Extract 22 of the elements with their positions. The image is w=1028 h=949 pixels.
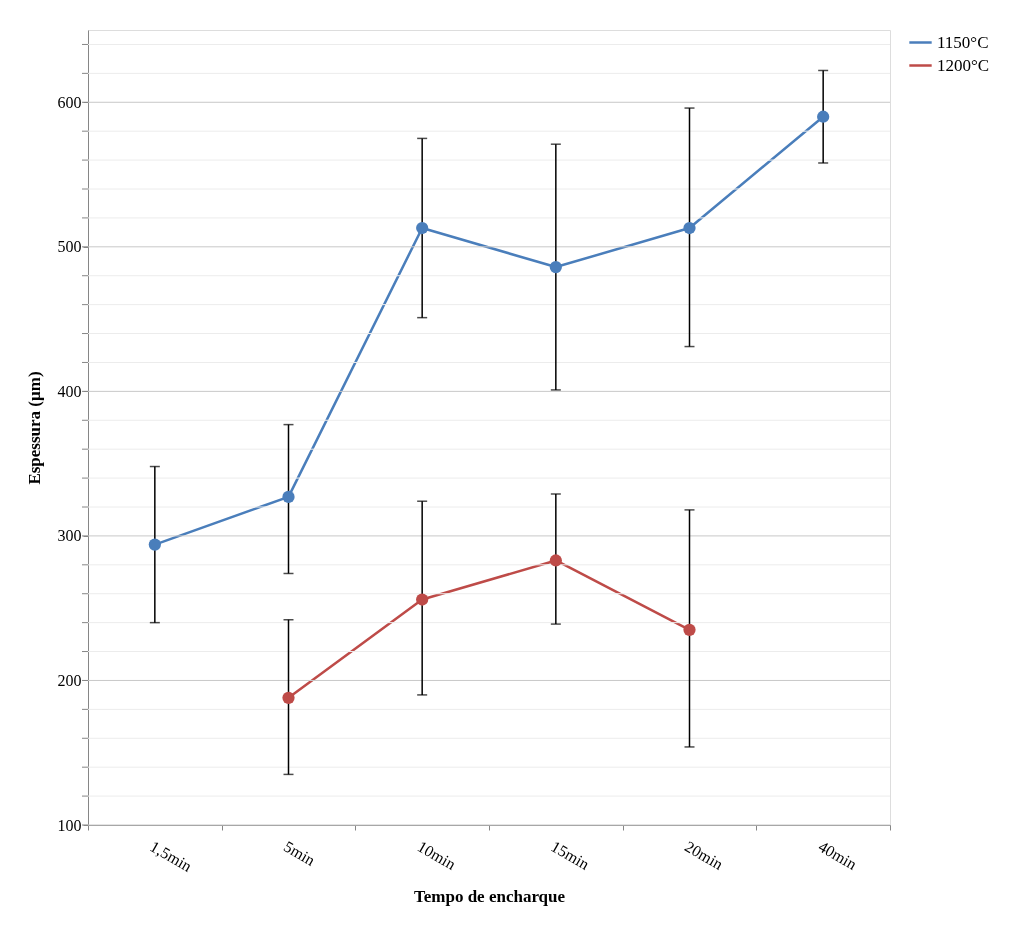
point [416,593,429,606]
x-tick-label: 40min [815,837,860,873]
point [683,623,696,636]
point [282,691,295,704]
y-tick-label: 200 [57,671,82,689]
y-tick-label: 300 [57,527,82,545]
y-tick-label: 600 [57,93,82,111]
point [817,110,830,123]
x-axis-title: Tempo de encharque [413,886,566,906]
legend-label: 1200°C [937,55,990,75]
y-axis-title: Espessura (µm) [24,371,44,485]
point [549,554,562,567]
point [549,260,562,274]
legend-label: 1150°C [937,32,989,52]
y-tick-label: 400 [57,382,82,400]
y-tick-label: 500 [57,238,82,256]
x-tick-label: 5min [281,837,318,869]
point [683,221,696,235]
y-tick-label: 100 [57,816,82,834]
point [148,538,161,551]
point [282,490,295,503]
point [416,221,429,235]
